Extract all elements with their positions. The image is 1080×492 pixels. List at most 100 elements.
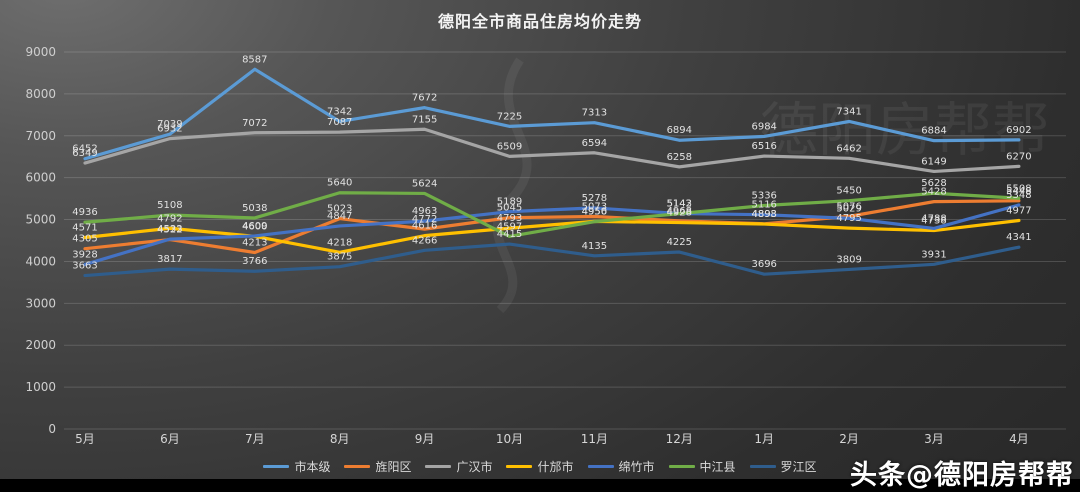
data-label: 6894	[667, 125, 692, 136]
y-axis-tick: 5000	[25, 213, 56, 227]
data-label: 4793	[497, 213, 522, 224]
data-label: 6462	[836, 143, 861, 154]
series-line-0	[83, 67, 1021, 161]
data-label: 7087	[327, 117, 352, 128]
data-label: 4898	[751, 209, 776, 220]
data-label: 5348	[1006, 190, 1031, 201]
data-label: 6509	[497, 141, 522, 152]
legend-swatch	[425, 465, 452, 468]
data-label: 6452	[72, 144, 97, 155]
x-axis-label: 11月	[581, 432, 608, 446]
legend-item-1: 旌阳区	[344, 458, 411, 475]
data-label: 6594	[582, 138, 607, 149]
data-label: 5450	[836, 186, 861, 197]
data-label: 7341	[836, 106, 861, 117]
legend-swatch	[506, 465, 533, 468]
data-label: 4792	[157, 213, 182, 224]
data-label: 4600	[242, 221, 267, 232]
data-label: 4963	[412, 206, 437, 217]
data-label: 4936	[72, 207, 97, 218]
legend-swatch	[587, 465, 614, 468]
data-label: 5108	[157, 200, 182, 211]
legend-label: 广汉市	[456, 460, 493, 474]
data-label: 3931	[921, 249, 946, 260]
data-label: 3875	[327, 252, 352, 263]
legend-item-4: 绵竹市	[587, 458, 655, 475]
data-label: 3809	[836, 254, 861, 265]
x-axis-label: 12月	[666, 432, 693, 446]
data-label: 3663	[72, 261, 97, 272]
legend-swatch	[749, 465, 776, 468]
data-label: 6258	[667, 152, 692, 163]
data-label: 4571	[72, 223, 97, 234]
series-line-6	[83, 242, 1021, 278]
y-axis-tick: 7000	[25, 129, 56, 143]
x-axis-label: 2月	[839, 432, 859, 446]
y-axis-tick: 6000	[25, 171, 56, 185]
data-label: 7225	[497, 111, 522, 122]
data-label: 4977	[1006, 206, 1031, 217]
y-axis-tick: 2000	[25, 338, 56, 352]
data-label: 4950	[582, 207, 607, 218]
data-label: 5624	[412, 178, 437, 189]
data-label: 5076	[836, 201, 861, 212]
data-label: 3696	[751, 259, 776, 270]
data-label: 4847	[327, 211, 352, 222]
data-label: 6984	[751, 121, 776, 132]
data-label: 4522	[157, 225, 182, 236]
legend-label: 罗江区	[780, 460, 817, 474]
bottom-black-bar	[0, 479, 1080, 492]
legend-label: 绵竹市	[618, 460, 655, 474]
data-label: 7039	[157, 119, 182, 130]
series-line-2	[83, 127, 1021, 174]
legend-swatch	[263, 465, 290, 468]
y-axis-tick: 8000	[25, 87, 56, 101]
data-label: 6270	[1006, 151, 1031, 162]
data-label: 6349	[72, 148, 97, 159]
data-label: 4218	[327, 237, 352, 248]
data-label: 5073	[582, 201, 607, 212]
data-label: 4415	[497, 229, 522, 240]
series-line-5	[83, 191, 1021, 239]
data-label: 5628	[921, 178, 946, 189]
data-label: 4956	[582, 206, 607, 217]
data-label: 4795	[836, 213, 861, 224]
data-label: 5029	[836, 203, 861, 214]
legend-label: 市本级	[294, 460, 331, 474]
price-trend-line-chart: 德阳房帮帮01000200030004000500060007000800090…	[25, 45, 1032, 446]
x-axis-label: 5月	[75, 432, 95, 446]
data-label: 4213	[242, 238, 267, 249]
data-label: 5143	[667, 199, 692, 210]
data-label: 4738	[921, 216, 946, 227]
data-label: 4135	[582, 241, 607, 252]
data-label: 5142	[667, 199, 692, 210]
legend-swatch	[344, 465, 371, 468]
data-label: 5508	[1006, 183, 1031, 194]
data-label: 4772	[412, 214, 437, 225]
data-label: 4893	[751, 209, 776, 220]
series-line-4	[83, 203, 1021, 267]
data-label: 7072	[242, 118, 267, 129]
legend-label: 中江县	[699, 460, 736, 474]
data-label: 6902	[1006, 125, 1031, 136]
chart-legend: 市本级 旌阳区 广汉市 什邡市 绵竹市 中江县 罗江区	[0, 458, 1080, 475]
data-label: 3928	[72, 249, 97, 260]
data-label: 5038	[242, 203, 267, 214]
x-axis-label: 6月	[160, 432, 180, 446]
data-label: 4266	[412, 235, 437, 246]
legend-item-5: 中江县	[668, 458, 736, 475]
data-label: 6884	[921, 126, 946, 137]
y-axis-tick: 3000	[25, 296, 56, 310]
series-line-1	[83, 199, 1021, 255]
data-label: 4928	[667, 208, 692, 219]
data-label: 7342	[327, 106, 352, 117]
y-axis-tick: 0	[48, 422, 56, 436]
legend-item-0: 市本级	[263, 458, 330, 475]
x-axis-label: 4月	[1009, 432, 1029, 446]
data-label: 4225	[667, 237, 692, 248]
data-label: 5278	[582, 193, 607, 204]
legend-item-3: 什邡市	[506, 458, 574, 475]
data-label: 5023	[327, 204, 352, 215]
data-label: 4533	[157, 224, 182, 235]
legend-item-2: 广汉市	[425, 458, 492, 475]
